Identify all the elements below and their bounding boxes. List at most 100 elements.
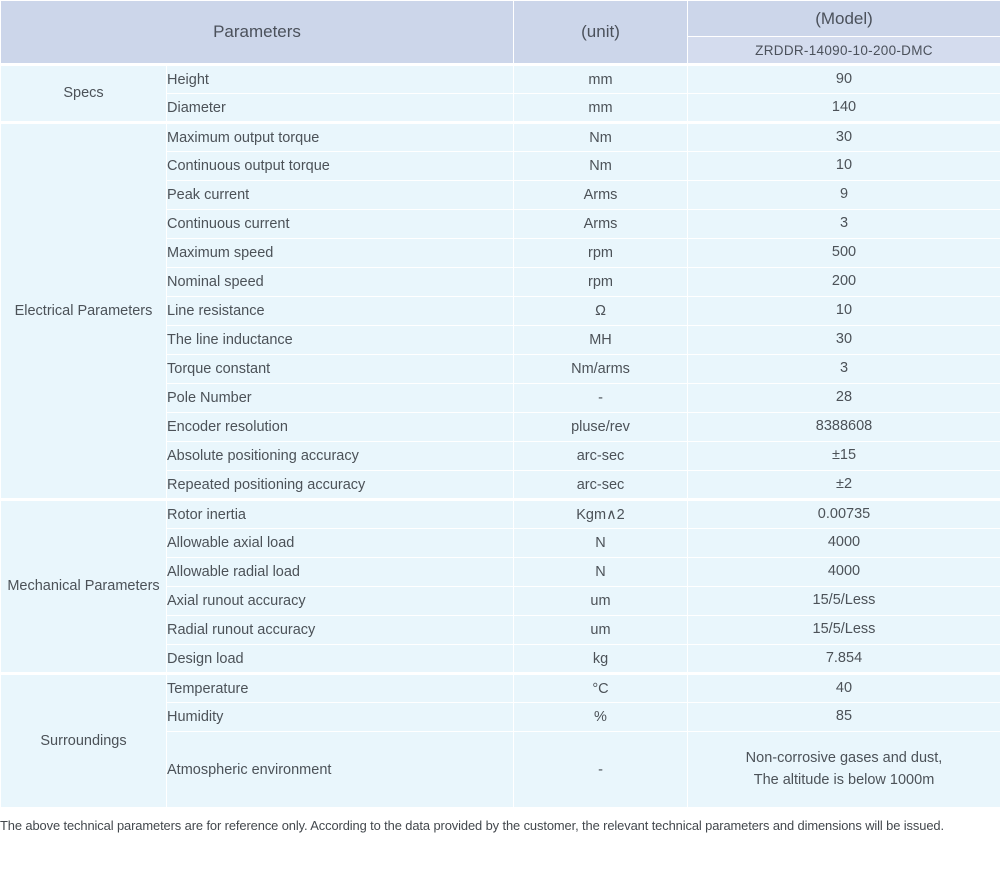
value-cell: 15/5/Less <box>687 586 1000 616</box>
parameters-column-header: Parameters <box>0 0 514 65</box>
table-row: Pole Number - 28 <box>1 383 1000 413</box>
table-row: Encoder resolution pluse/rev 8388608 <box>1 412 1000 442</box>
table-row: The line inductance MH 30 <box>1 325 1000 355</box>
value-cell: 85 <box>687 702 1000 732</box>
table-row: Atmospheric environment - Non-corrosive … <box>1 731 1000 808</box>
param-name-cell: Pole Number <box>166 383 514 413</box>
table-row: Design load kg 7.854 <box>1 644 1000 674</box>
value-cell: 140 <box>687 93 1000 123</box>
unit-cell: rpm <box>513 238 688 268</box>
unit-cell: pluse/rev <box>513 412 688 442</box>
group-label-specs: Specs <box>0 63 167 123</box>
spec-sheet-page: Parameters (unit) (Model) ZRDDR-14090-10… <box>0 0 1000 833</box>
param-name-cell: Allowable radial load <box>166 557 514 587</box>
param-name-cell: Rotor inertia <box>166 498 514 529</box>
param-name-cell: Encoder resolution <box>166 412 514 442</box>
value-cell: 30 <box>687 121 1000 152</box>
table-row: Specs Height mm 90 <box>0 63 1000 123</box>
unit-cell: Arms <box>513 209 688 239</box>
value-cell: 200 <box>687 267 1000 297</box>
model-column-header: (Model) <box>687 0 1000 37</box>
table-row: Continuous current Arms 3 <box>1 209 1000 239</box>
param-name-cell: Atmospheric environment <box>166 731 514 808</box>
value-cell: 0.00735 <box>687 498 1000 529</box>
param-name-cell: Absolute positioning accuracy <box>166 441 514 471</box>
table-row: Diameter mm 140 <box>1 93 1000 123</box>
param-name-cell: Torque constant <box>166 354 514 384</box>
table-row: Axial runout accuracy um 15/5/Less <box>1 586 1000 616</box>
unit-cell: Arms <box>513 180 688 210</box>
unit-cell: - <box>513 383 688 413</box>
param-name-cell: Continuous current <box>166 209 514 239</box>
unit-cell: um <box>513 586 688 616</box>
parameters-table: Parameters (unit) (Model) ZRDDR-14090-10… <box>0 0 1000 808</box>
value-cell: 90 <box>687 63 1000 94</box>
table-row: Repeated positioning accuracy arc-sec ±2 <box>1 470 1000 500</box>
group-label-electrical-parameters: Electrical Parameters <box>0 121 167 500</box>
unit-cell: N <box>513 528 688 558</box>
unit-cell: Nm/arms <box>513 354 688 384</box>
table-row: Allowable axial load N 4000 <box>1 528 1000 558</box>
unit-column-header: (unit) <box>513 0 688 65</box>
table-row: Peak current Arms 9 <box>1 180 1000 210</box>
value-cell: 10 <box>687 151 1000 181</box>
table-header-row: Parameters (unit) (Model) <box>0 0 1000 65</box>
unit-cell: °C <box>513 672 688 703</box>
param-name-cell: Allowable axial load <box>166 528 514 558</box>
unit-cell: arc-sec <box>513 470 688 500</box>
value-cell: 15/5/Less <box>687 615 1000 645</box>
value-cell: 9 <box>687 180 1000 210</box>
param-name-cell: Axial runout accuracy <box>166 586 514 616</box>
value-cell: 8388608 <box>687 412 1000 442</box>
table-row: Absolute positioning accuracy arc-sec ±1… <box>1 441 1000 471</box>
value-cell: 10 <box>687 296 1000 326</box>
param-name-cell: Diameter <box>166 93 514 123</box>
param-name-cell: Radial runout accuracy <box>166 615 514 645</box>
param-name-cell: Nominal speed <box>166 267 514 297</box>
value-cell: 7.854 <box>687 644 1000 674</box>
unit-cell: mm <box>513 93 688 123</box>
value-cell: 500 <box>687 238 1000 268</box>
table-row: Electrical Parameters Maximum output tor… <box>0 121 1000 500</box>
param-name-cell: Line resistance <box>166 296 514 326</box>
param-name-cell: The line inductance <box>166 325 514 355</box>
param-name-cell: Repeated positioning accuracy <box>166 470 514 500</box>
param-name-cell: Humidity <box>166 702 514 732</box>
param-name-cell: Peak current <box>166 180 514 210</box>
param-name-cell: Maximum speed <box>166 238 514 268</box>
table-row: Nominal speed rpm 200 <box>1 267 1000 297</box>
unit-cell: Ω <box>513 296 688 326</box>
value-cell: Non-corrosive gases and dust, The altitu… <box>687 731 1000 808</box>
param-name-cell: Maximum output torque <box>166 121 514 152</box>
group-label-surroundings: Surroundings <box>0 672 167 808</box>
table-row: Torque constant Nm/arms 3 <box>1 354 1000 384</box>
unit-cell: MH <box>513 325 688 355</box>
param-name-cell: Height <box>166 63 514 94</box>
unit-cell: rpm <box>513 267 688 297</box>
param-name-cell: Temperature <box>166 672 514 703</box>
model-code: ZRDDR-14090-10-200-DMC <box>687 36 1000 65</box>
unit-cell: mm <box>513 63 688 94</box>
unit-cell: arc-sec <box>513 441 688 471</box>
table-row: Line resistance Ω 10 <box>1 296 1000 326</box>
unit-cell: Nm <box>513 121 688 152</box>
value-cell: 3 <box>687 209 1000 239</box>
param-name-cell: Design load <box>166 644 514 674</box>
unit-cell: % <box>513 702 688 732</box>
value-cell: 40 <box>687 672 1000 703</box>
model-code-row: ZRDDR-14090-10-200-DMC <box>1 36 1000 65</box>
reference-footnote: The above technical parameters are for r… <box>0 818 944 833</box>
value-cell: 30 <box>687 325 1000 355</box>
table-row: Allowable radial load N 4000 <box>1 557 1000 587</box>
table-row: Humidity % 85 <box>1 702 1000 732</box>
group-label-mechanical-parameters: Mechanical Parameters <box>0 498 167 674</box>
value-cell: 28 <box>687 383 1000 413</box>
unit-cell: kg <box>513 644 688 674</box>
table-row: Maximum speed rpm 500 <box>1 238 1000 268</box>
value-cell: ±15 <box>687 441 1000 471</box>
value-cell: 4000 <box>687 557 1000 587</box>
unit-cell: Nm <box>513 151 688 181</box>
value-cell: 3 <box>687 354 1000 384</box>
param-name-cell: Continuous output torque <box>166 151 514 181</box>
unit-cell: N <box>513 557 688 587</box>
